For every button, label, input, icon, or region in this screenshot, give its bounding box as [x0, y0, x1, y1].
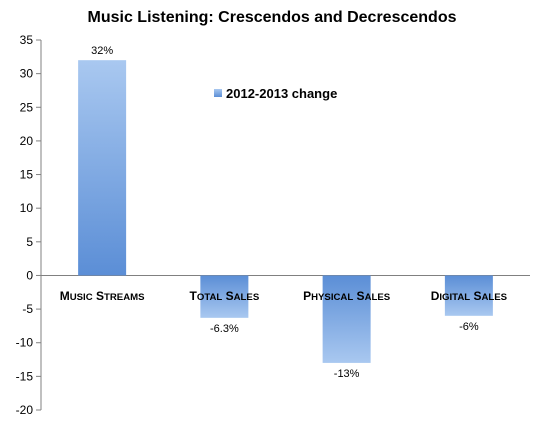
- bar: [444, 275, 493, 316]
- y-tick-label: 5: [26, 235, 33, 249]
- category-label: MUSIC STREAMS: [60, 289, 145, 303]
- legend-label: 2012-2013 change: [226, 86, 337, 101]
- legend-swatch: [214, 89, 222, 97]
- category-label: PHYSICAL SALES: [303, 289, 391, 303]
- data-label: 32%: [91, 45, 113, 57]
- category-labels: MUSIC STREAMS TOTAL SALES PHYSICAL SALES DI…: [60, 289, 508, 303]
- bar: [322, 275, 371, 363]
- y-tick-label: -20: [16, 403, 34, 417]
- y-tick-label: 35: [20, 33, 34, 47]
- bars: [78, 60, 493, 363]
- y-tick-label: 0: [26, 268, 33, 282]
- chart-title: Music Listening: Crescendos and Decresce…: [88, 9, 457, 26]
- data-label: -13%: [334, 368, 360, 380]
- y-tick-label: -10: [16, 336, 34, 350]
- bar: [78, 60, 127, 276]
- y-axis: 35 30 25 20 15 10 5 0 -5 -10 -15 -20: [16, 33, 530, 417]
- data-label: -6%: [459, 321, 479, 333]
- y-tick-label: 15: [20, 168, 34, 182]
- category-label: DIGITAL SALES: [431, 289, 508, 303]
- y-tick-label: 25: [20, 100, 34, 114]
- y-tick-label: -5: [22, 302, 33, 316]
- data-labels: 32% -6.3% -13% -6%: [91, 45, 479, 380]
- y-tick-label: -15: [16, 369, 34, 383]
- category-label: TOTAL SALES: [190, 289, 260, 303]
- legend: 2012-2013 change: [214, 86, 337, 101]
- data-label: -6.3%: [210, 323, 239, 335]
- bar: [200, 275, 249, 318]
- y-tick-label: 20: [20, 134, 34, 148]
- y-tick-label: 10: [20, 201, 34, 215]
- y-tick-label: 30: [20, 67, 34, 81]
